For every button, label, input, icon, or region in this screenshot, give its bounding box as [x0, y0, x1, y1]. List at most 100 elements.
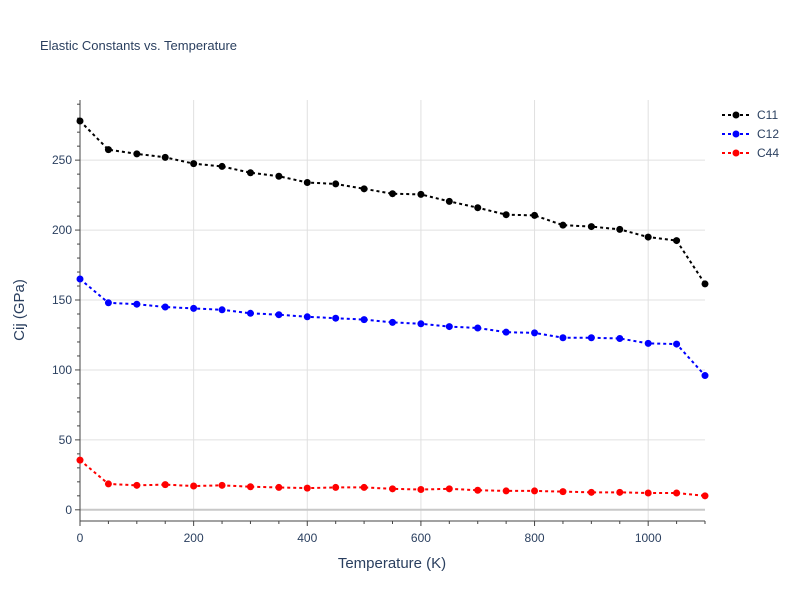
data-point[interactable]: [303, 484, 311, 492]
series-c44: [76, 456, 709, 500]
data-point[interactable]: [673, 340, 681, 348]
legend-swatch-marker: [732, 149, 740, 157]
data-point[interactable]: [531, 329, 539, 337]
legend-label: C12: [757, 127, 779, 141]
data-point[interactable]: [417, 486, 425, 494]
data-point[interactable]: [190, 304, 198, 312]
data-point[interactable]: [218, 306, 226, 314]
y-axis-title: Cij (GPa): [11, 279, 28, 341]
data-point[interactable]: [360, 483, 368, 491]
data-point[interactable]: [133, 481, 141, 489]
legend-swatch-marker: [732, 130, 740, 138]
data-point[interactable]: [587, 334, 595, 342]
data-point[interactable]: [161, 481, 169, 489]
x-tick-label: 800: [525, 531, 545, 545]
data-point[interactable]: [246, 483, 254, 491]
data-point[interactable]: [360, 316, 368, 324]
series-layer: [76, 117, 709, 500]
data-point[interactable]: [332, 314, 340, 322]
x-tick-label: 400: [297, 531, 317, 545]
data-point[interactable]: [559, 334, 567, 342]
axes: 0 200 400 600 800 1000 0 50 100 150 200 250: [52, 100, 706, 545]
data-point[interactable]: [246, 309, 254, 317]
legend-item-c12[interactable]: C12: [722, 127, 779, 141]
data-point[interactable]: [161, 153, 169, 161]
data-point[interactable]: [76, 275, 84, 283]
data-point[interactable]: [104, 299, 112, 307]
data-point[interactable]: [644, 339, 652, 347]
data-point[interactable]: [133, 300, 141, 308]
data-point[interactable]: [275, 483, 283, 491]
y-tick-label: 100: [52, 363, 72, 377]
data-point[interactable]: [389, 190, 396, 198]
data-point[interactable]: [673, 489, 681, 497]
data-point[interactable]: [417, 190, 425, 198]
data-point[interactable]: [445, 323, 453, 331]
data-point[interactable]: [474, 486, 482, 494]
data-point[interactable]: [673, 237, 681, 245]
y-tick-label: 0: [65, 503, 72, 517]
data-point[interactable]: [275, 172, 283, 180]
x-tick-label: 200: [184, 531, 204, 545]
series-line: [79, 120, 706, 285]
data-point[interactable]: [417, 320, 425, 328]
data-point[interactable]: [389, 318, 396, 326]
legend-label: C44: [757, 146, 779, 160]
data-point[interactable]: [275, 311, 283, 319]
data-point[interactable]: [474, 204, 482, 212]
legend-label: C11: [757, 108, 778, 122]
data-point[interactable]: [218, 481, 226, 489]
y-tick-label: 50: [59, 433, 73, 447]
data-point[interactable]: [104, 480, 112, 488]
series-c12: [76, 275, 709, 380]
data-point[interactable]: [133, 150, 141, 158]
data-point[interactable]: [76, 117, 84, 125]
data-point[interactable]: [303, 313, 311, 321]
series-c11: [76, 117, 709, 288]
y-tick-label: 250: [52, 153, 72, 167]
data-point[interactable]: [474, 324, 482, 332]
data-point[interactable]: [161, 303, 169, 311]
data-point[interactable]: [701, 492, 709, 500]
data-point[interactable]: [445, 197, 453, 205]
data-point[interactable]: [616, 488, 624, 496]
legend-item-c11[interactable]: C11: [722, 108, 778, 122]
data-point[interactable]: [502, 487, 510, 495]
series-line: [79, 278, 706, 377]
data-point[interactable]: [587, 223, 595, 231]
data-point[interactable]: [531, 487, 539, 495]
data-point[interactable]: [701, 372, 709, 380]
data-point[interactable]: [587, 488, 595, 496]
data-point[interactable]: [246, 169, 254, 177]
data-point[interactable]: [190, 482, 198, 490]
data-point[interactable]: [559, 221, 567, 229]
data-point[interactable]: [502, 328, 510, 336]
data-point[interactable]: [644, 489, 652, 497]
data-point[interactable]: [445, 485, 453, 493]
data-point[interactable]: [701, 280, 709, 288]
chart-title: Elastic Constants vs. Temperature: [40, 38, 237, 53]
data-point[interactable]: [389, 485, 396, 493]
data-point[interactable]: [360, 185, 368, 193]
y-tick-label: 200: [52, 223, 72, 237]
grid: [80, 100, 705, 521]
data-point[interactable]: [616, 225, 624, 233]
data-point[interactable]: [644, 233, 652, 241]
legend[interactable]: C11 C12 C44: [722, 108, 779, 160]
legend-swatch-marker: [732, 111, 740, 119]
data-point[interactable]: [502, 211, 510, 219]
x-tick-label: 1000: [635, 531, 662, 545]
y-tick-label: 150: [52, 293, 72, 307]
data-point[interactable]: [531, 211, 539, 219]
data-point[interactable]: [332, 180, 340, 188]
series-line: [79, 459, 706, 497]
data-point[interactable]: [76, 456, 84, 464]
data-point[interactable]: [303, 179, 311, 187]
data-point[interactable]: [332, 483, 340, 491]
legend-item-c44[interactable]: C44: [722, 146, 779, 160]
data-point[interactable]: [559, 488, 567, 496]
data-point[interactable]: [190, 160, 198, 168]
data-point[interactable]: [104, 146, 112, 154]
data-point[interactable]: [218, 162, 226, 170]
data-point[interactable]: [616, 334, 624, 342]
